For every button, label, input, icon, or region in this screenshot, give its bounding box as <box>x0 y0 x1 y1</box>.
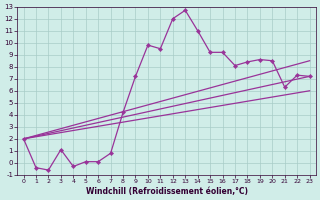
X-axis label: Windchill (Refroidissement éolien,°C): Windchill (Refroidissement éolien,°C) <box>85 187 248 196</box>
